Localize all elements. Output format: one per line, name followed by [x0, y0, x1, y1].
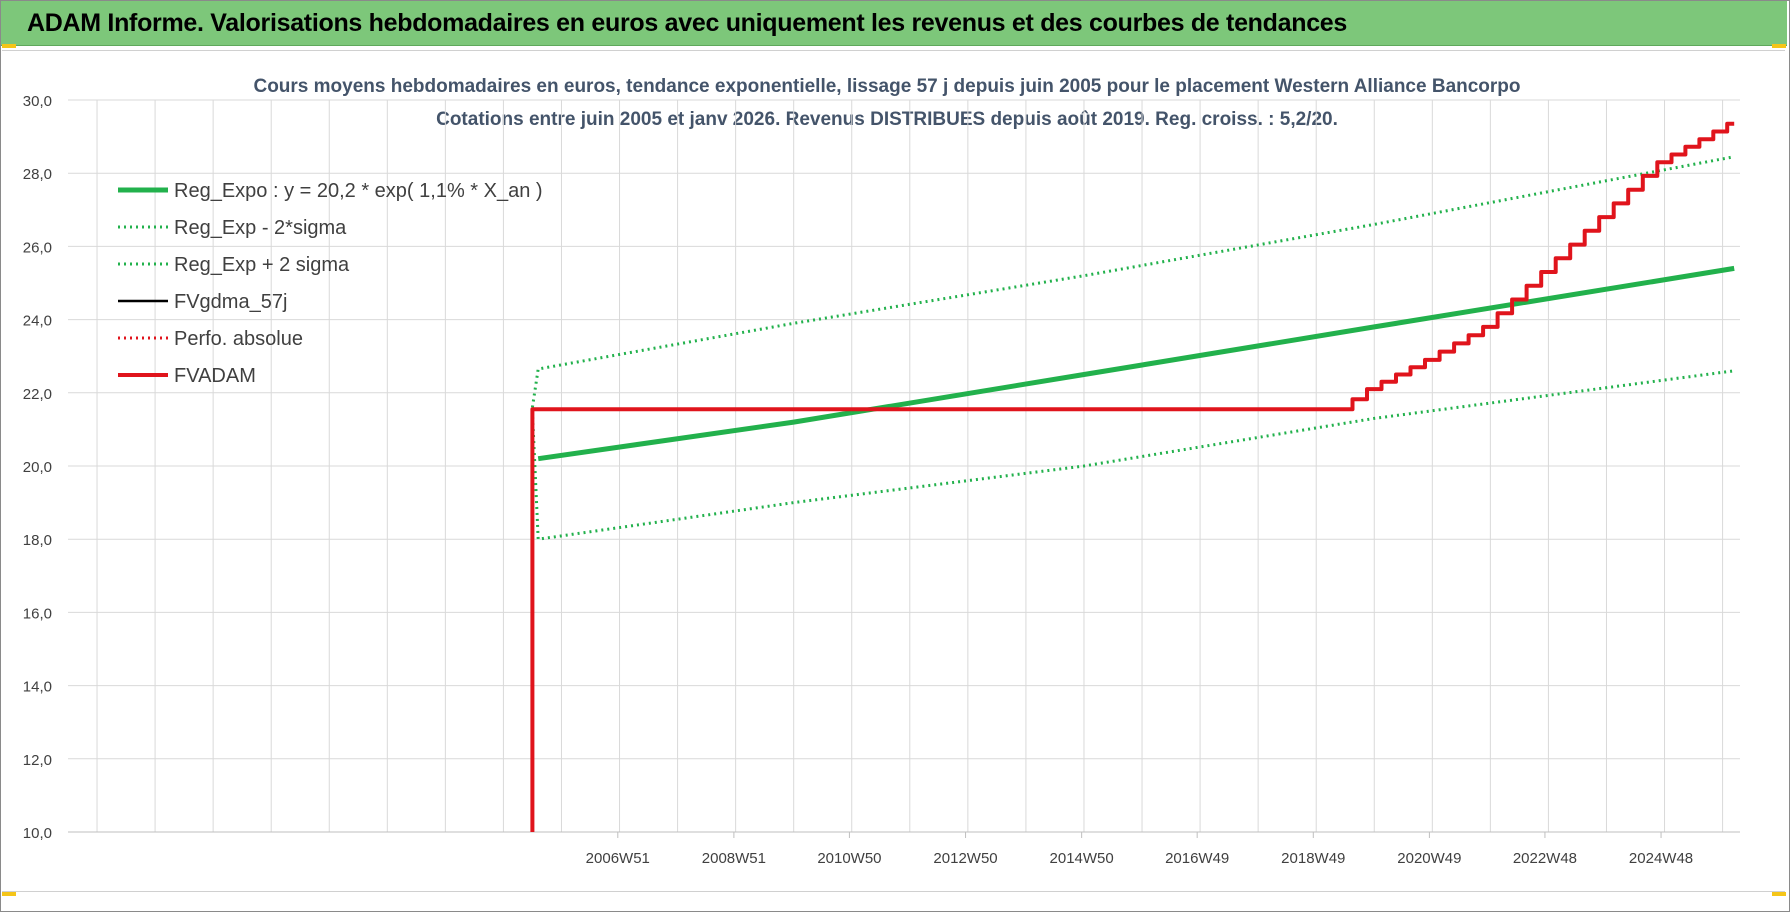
y-tick-label: 10,0	[23, 825, 52, 842]
grid-group	[68, 99, 1740, 833]
legend-label-2: Reg_Exp + 2 sigma	[174, 254, 350, 276]
legend-label-4: Perfo. absolue	[174, 328, 303, 350]
x-tick-label: 2006W51	[586, 850, 650, 867]
x-tick-label: 2024W48	[1629, 850, 1693, 867]
corner-mark-top-right	[1772, 44, 1786, 48]
page-title: ADAM Informe. Valorisations hebdomadaire…	[27, 9, 1348, 37]
x-tick-label: 2014W50	[1050, 850, 1114, 867]
chart-title-line-2: Cotations entre juin 2005 et janv 2026. …	[436, 109, 1338, 130]
corner-mark-top-left	[2, 44, 16, 48]
corner-mark-bottom-left	[2, 892, 16, 896]
series-line-5	[530, 121, 1735, 832]
y-tick-label: 14,0	[23, 679, 52, 696]
x-tick-label: 2010W50	[817, 850, 881, 867]
y-tick-label: 24,0	[23, 313, 52, 330]
x-tick-label: 2022W48	[1513, 850, 1577, 867]
legend-label-0: Reg_Expo : y = 20,2 * exp( 1,1% * X_an )	[174, 180, 543, 202]
corner-mark-bottom-right	[1772, 892, 1786, 896]
y-tick-label: 12,0	[23, 752, 52, 769]
legend-label-3: FVgdma_57j	[174, 291, 287, 313]
y-tick-label: 26,0	[23, 239, 52, 256]
y-tick-label: 28,0	[23, 166, 52, 183]
y-tick-label: 30,0	[23, 93, 52, 110]
x-tick-label: 2016W49	[1165, 850, 1229, 867]
chart-title-line-1: Cours moyens hebdomadaires en euros, ten…	[253, 76, 1520, 97]
series-line-2	[530, 155, 1735, 408]
legend-label-1: Reg_Exp - 2*sigma	[174, 217, 347, 239]
x-tick-label: 2012W50	[933, 850, 997, 867]
title-bar: ADAM Informe. Valorisations hebdomadaire…	[1, 1, 1787, 46]
y-tick-label: 22,0	[23, 386, 52, 403]
legend: Reg_Expo : y = 20,2 * exp( 1,1% * X_an )…	[118, 180, 543, 387]
legend-label-5: FVADAM	[174, 365, 256, 387]
y-tick-label: 20,0	[23, 459, 52, 476]
chart-frame	[2, 50, 1785, 892]
y-tick-label: 16,0	[23, 605, 52, 622]
x-tick-label: 2008W51	[702, 850, 766, 867]
y-tick-label: 18,0	[23, 532, 52, 549]
series-line-1	[530, 369, 1735, 541]
x-tick-label: 2018W49	[1281, 850, 1345, 867]
series-line-0	[537, 265, 1735, 462]
x-tick-label: 2020W49	[1397, 850, 1461, 867]
